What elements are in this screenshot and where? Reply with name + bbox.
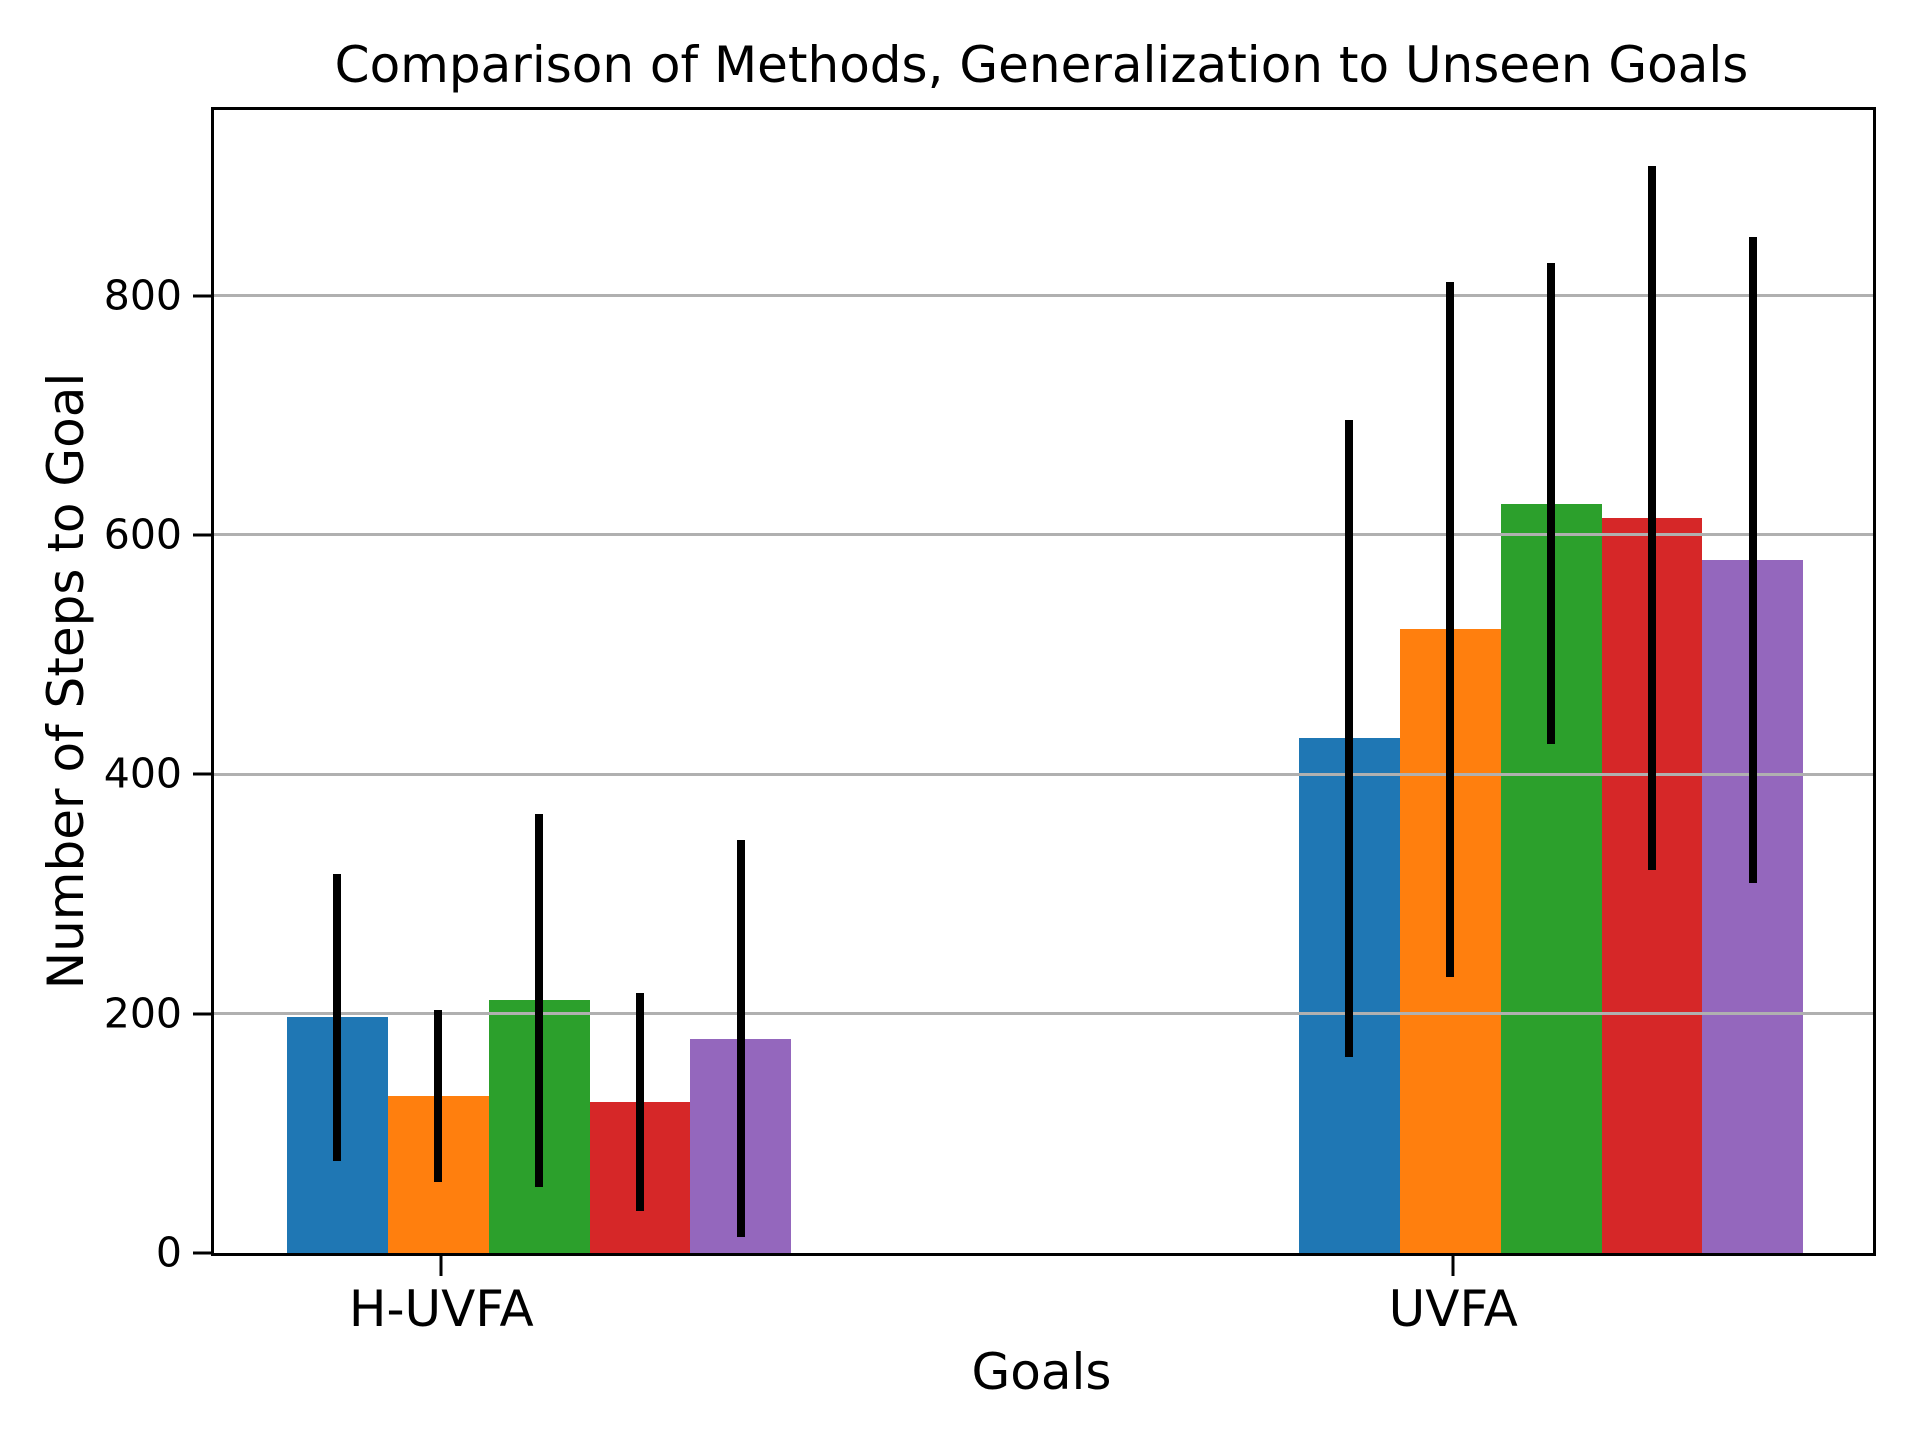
plot-area: 0 200 400 600 800 H-UVFA UVFA	[104, 107, 1876, 1334]
y-tick-label: 600	[103, 510, 182, 559]
gridline-600	[214, 533, 1873, 537]
chart-title: Comparison of Methods, Generalization to…	[334, 36, 1749, 94]
x-tick-label-H-UVFA: H-UVFA	[348, 1280, 534, 1338]
error-bar-H-UVFA-2	[434, 1010, 443, 1183]
gridline-200	[214, 1012, 1873, 1016]
error-bar-UVFA-4	[1648, 166, 1657, 871]
x-tick-mark	[1451, 1256, 1455, 1276]
error-bar-UVFA-1	[1345, 420, 1354, 1057]
error-bar-H-UVFA-5	[736, 840, 745, 1238]
error-bar-UVFA-5	[1748, 236, 1757, 884]
error-bar-H-UVFA-4	[636, 993, 645, 1212]
y-tick-label: 400	[103, 749, 182, 798]
y-tick-label: 0	[155, 1228, 182, 1277]
y-tick-mark	[193, 294, 214, 298]
y-axis-label: Number of Steps to Goal	[37, 372, 95, 990]
error-bar-H-UVFA-1	[333, 873, 342, 1161]
y-tick-mark	[193, 1012, 214, 1016]
error-bar-UVFA-2	[1446, 282, 1455, 977]
error-bar-H-UVFA-3	[535, 813, 544, 1188]
y-tick-label: 200	[103, 989, 182, 1038]
gridline-400	[214, 772, 1873, 776]
y-tick-mark	[193, 1251, 214, 1255]
x-axis-label: Goals	[971, 1343, 1112, 1401]
x-tick-label-UVFA: UVFA	[1388, 1280, 1518, 1338]
gridline-800	[214, 294, 1873, 298]
y-tick-label: 800	[103, 271, 182, 319]
x-tick-mark	[439, 1256, 443, 1276]
error-bar-UVFA-3	[1547, 263, 1556, 745]
y-tick-mark	[193, 533, 214, 537]
y-tick-mark	[193, 772, 214, 776]
